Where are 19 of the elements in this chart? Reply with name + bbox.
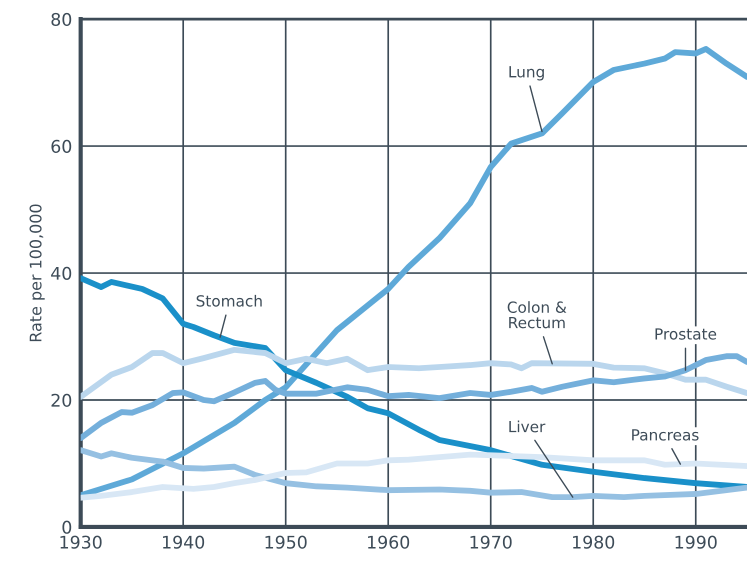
- series-label: Prostate: [656, 328, 716, 340]
- x-tick-label: 1990: [676, 536, 717, 549]
- x-tick-label: 1980: [573, 536, 614, 549]
- text: Liver: [509, 420, 546, 432]
- x-tick-label: 1930: [60, 536, 102, 549]
- y-tick-label: 60: [51, 140, 72, 153]
- y-tick-label: 0: [62, 520, 72, 534]
- x-tick-label: 1960: [368, 536, 410, 549]
- x-tick-label: 1940: [163, 536, 204, 549]
- text: Colon & Rectum: [508, 301, 566, 328]
- y-axis-title: Rate per 100,000: [30, 204, 45, 342]
- series-label: Stomach: [196, 294, 262, 307]
- series-label: Pancreas: [632, 429, 699, 441]
- text: Lung: [509, 66, 544, 80]
- x-tick-label: 1970: [470, 536, 512, 549]
- y-tick-label: 80: [51, 12, 72, 26]
- x-tick-label: 1950: [266, 536, 307, 549]
- y-tick-label: 40: [51, 266, 72, 280]
- y-tick-label: 20: [52, 394, 72, 407]
